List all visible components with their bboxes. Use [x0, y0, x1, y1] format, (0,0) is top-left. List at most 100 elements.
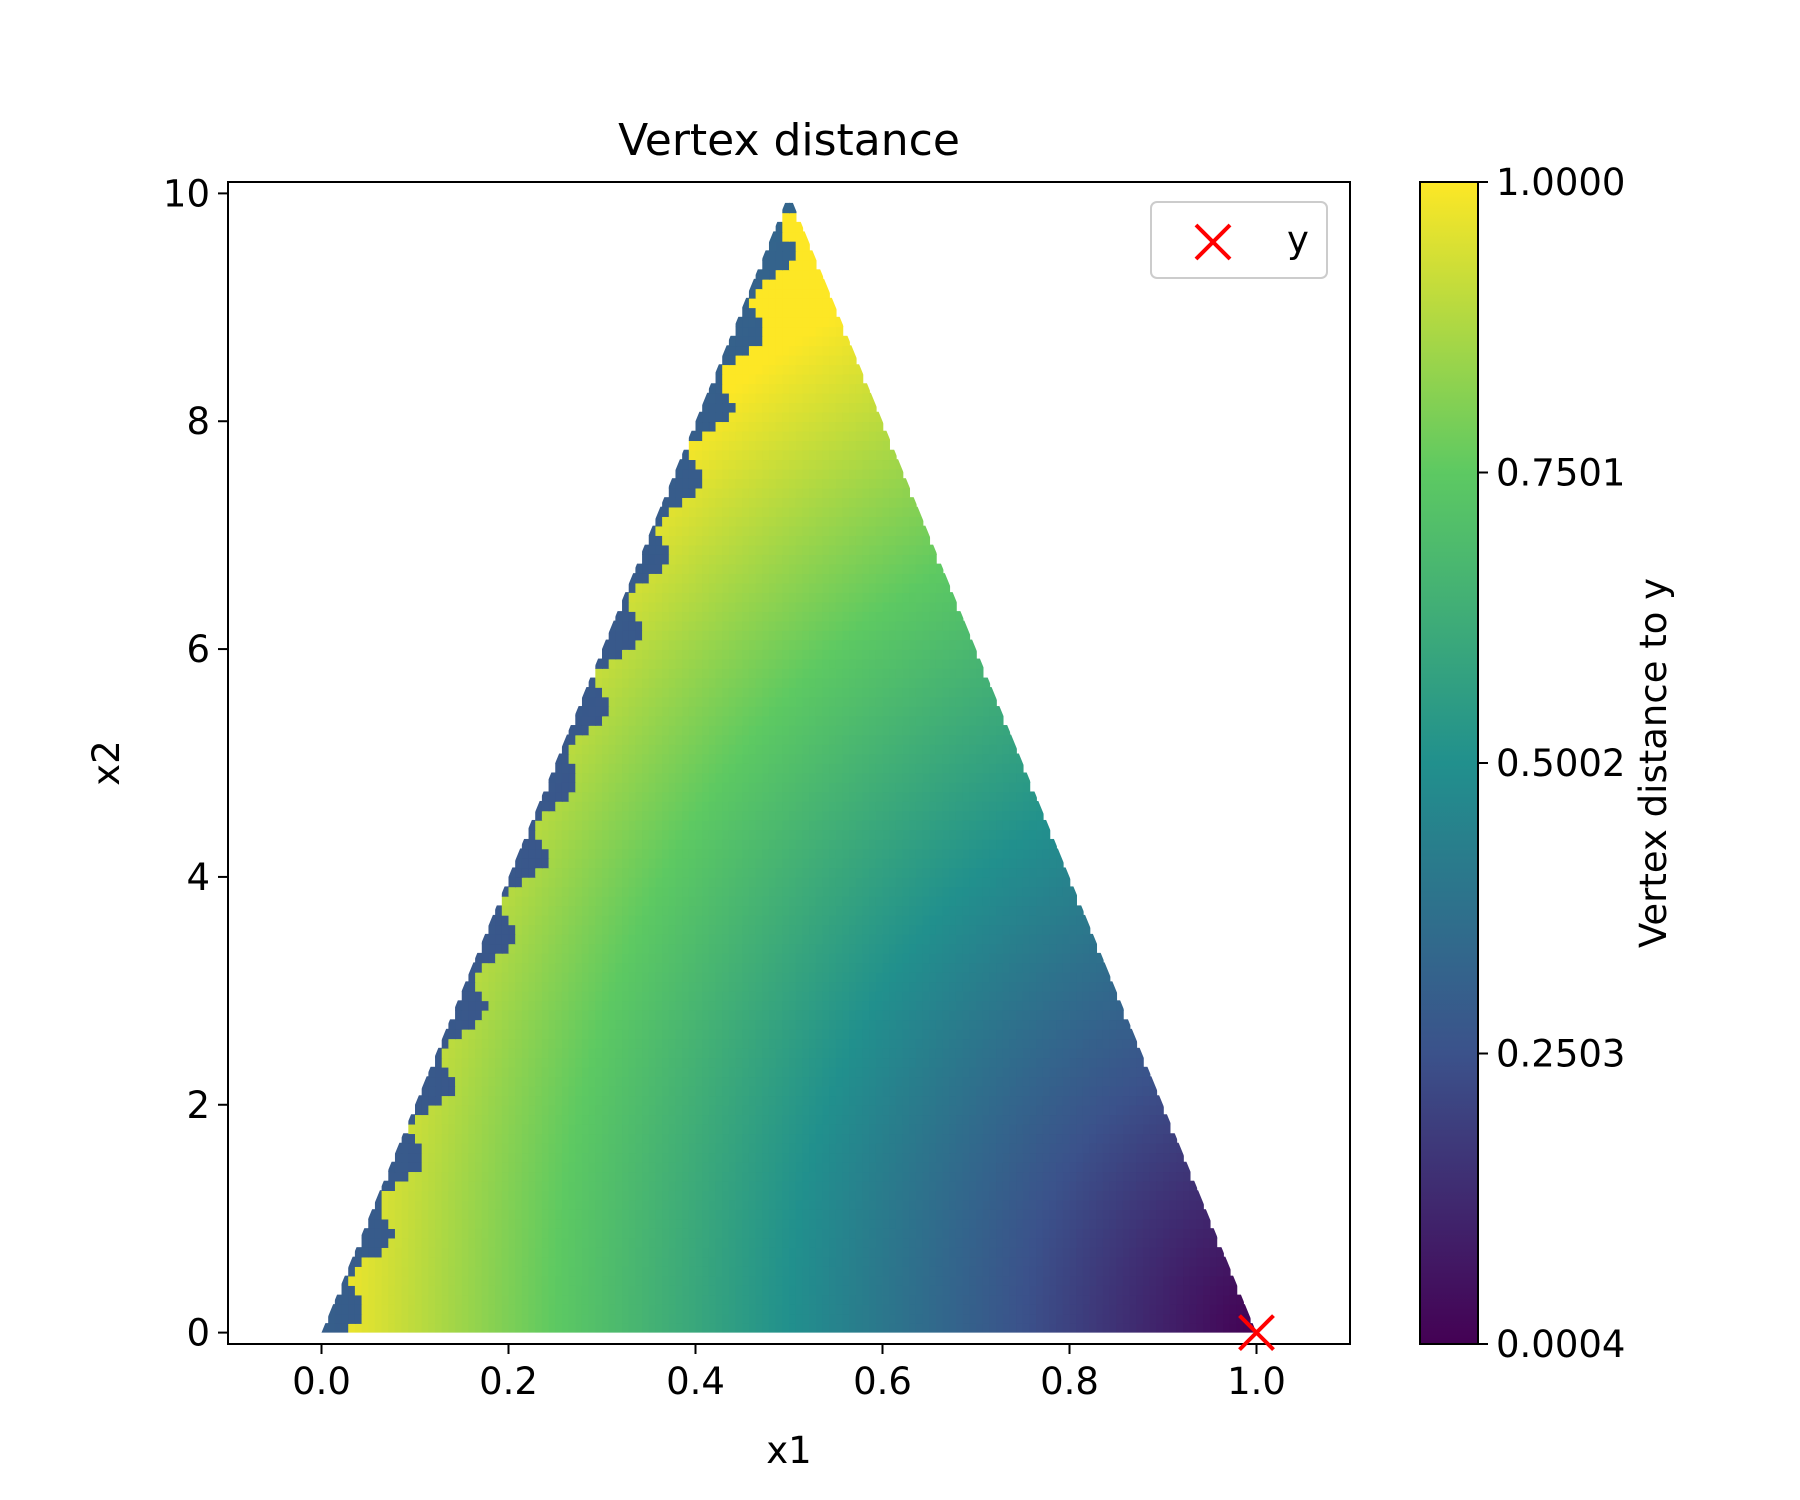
heatmap-cell: [1102, 1190, 1111, 1201]
heatmap-cell: [461, 1133, 470, 1144]
heatmap-cell: [1183, 1237, 1191, 1248]
heatmap-cell: [802, 981, 810, 992]
heatmap-cell: [728, 962, 737, 973]
heatmap-cell: [548, 1161, 557, 1173]
heatmap-cell: [1156, 1304, 1164, 1315]
heatmap-cell: [501, 1028, 510, 1040]
heatmap-cell: [909, 1123, 917, 1135]
heatmap-cell: [935, 981, 944, 992]
heatmap-cell: [435, 1133, 443, 1144]
heatmap-cell: [929, 1000, 937, 1011]
heatmap-cell: [1082, 1275, 1091, 1286]
heatmap-cell: [648, 1218, 657, 1229]
heatmap-cell: [1129, 1085, 1138, 1097]
heatmap-cell: [942, 1171, 951, 1182]
heatmap-cell: [849, 1171, 857, 1182]
heatmap-cell: [682, 1019, 690, 1030]
heatmap-cell: [635, 1095, 643, 1106]
heatmap-cell: [849, 1313, 857, 1324]
heatmap-cell: [1136, 1218, 1144, 1229]
heatmap-cell: [515, 924, 523, 935]
heatmap-cell: [1136, 1161, 1144, 1173]
heatmap-cell: [962, 1095, 971, 1106]
heatmap-cell: [929, 981, 937, 992]
heatmap-cell: [715, 1085, 724, 1097]
heatmap-cell: [702, 1133, 710, 1144]
heatmap-cell: [1002, 1085, 1011, 1097]
heatmap-cell: [401, 1237, 410, 1248]
heatmap-cell: [508, 1019, 516, 1030]
heatmap-cell: [815, 933, 824, 945]
heatmap-cell: [728, 1161, 737, 1173]
heatmap-cell: [842, 1095, 850, 1106]
heatmap-cell: [1042, 990, 1051, 1002]
heatmap-cell: [976, 1066, 984, 1078]
heatmap-cell: [929, 1199, 937, 1210]
heatmap-cell: [1042, 924, 1051, 935]
heatmap-cell: [722, 1304, 730, 1315]
heatmap-cell: [962, 1171, 971, 1182]
heatmap-cell: [895, 1190, 904, 1201]
heatmap-cell: [548, 1152, 557, 1163]
heatmap-cell: [1009, 1171, 1017, 1182]
heatmap-cell: [935, 1304, 944, 1315]
heatmap-cell: [521, 981, 530, 992]
heatmap-cell: [575, 1171, 583, 1182]
heatmap-cell: [1169, 1247, 1178, 1258]
heatmap-cell: [688, 1228, 697, 1239]
heatmap-cell: [909, 1114, 917, 1125]
heatmap-cell: [628, 1285, 637, 1296]
heatmap-cell: [1076, 1095, 1084, 1106]
heatmap-cell: [508, 1209, 516, 1220]
heatmap-cell: [535, 1076, 543, 1087]
heatmap-cell: [835, 1275, 844, 1286]
heatmap-cell: [495, 1275, 503, 1286]
heatmap-cell: [809, 1218, 817, 1229]
heatmap-cell: [588, 1209, 597, 1220]
heatmap-cell: [949, 1304, 957, 1315]
heatmap-cell: [1163, 1152, 1171, 1163]
heatmap-cell: [655, 1171, 663, 1182]
heatmap-cell: [561, 1275, 570, 1286]
heatmap-cell: [722, 1275, 730, 1286]
heatmap-cell: [748, 1028, 757, 1040]
heatmap-cell: [842, 914, 850, 926]
heatmap-cell: [481, 1190, 490, 1201]
heatmap-cell: [1122, 1294, 1131, 1305]
heatmap-cell: [728, 1028, 737, 1040]
heatmap-cell: [1049, 1275, 1057, 1286]
heatmap-cell: [495, 971, 503, 983]
heatmap-cell: [748, 1171, 757, 1182]
heatmap-cell: [428, 1133, 436, 1144]
heatmap-cell: [608, 1009, 617, 1021]
heatmap-cell: [915, 1171, 924, 1182]
heatmap-cell: [521, 1313, 530, 1324]
heatmap-cell: [548, 1114, 557, 1125]
heatmap-cell: [608, 1190, 617, 1201]
heatmap-cell: [548, 990, 557, 1002]
heatmap-cell: [1116, 1180, 1124, 1191]
heatmap-cell: [455, 1076, 463, 1087]
heatmap-cell: [475, 1047, 483, 1059]
chart-title: Vertex distance: [618, 115, 960, 166]
heatmap-cell: [795, 1323, 804, 1334]
heatmap-cell: [782, 1152, 790, 1163]
heatmap-cell: [615, 933, 623, 945]
heatmap-cell: [521, 1066, 530, 1078]
heatmap-cell: [561, 943, 570, 954]
heatmap-cell: [1122, 1313, 1131, 1324]
heatmap-cell: [822, 1019, 830, 1030]
heatmap-cell: [902, 943, 911, 954]
heatmap-cell: [929, 971, 937, 983]
heatmap-cell: [835, 962, 844, 973]
heatmap-cell: [515, 1152, 523, 1163]
heatmap-cell: [949, 1275, 957, 1286]
heatmap-cell: [728, 1114, 737, 1125]
heatmap-cell: [535, 962, 543, 973]
heatmap-cell: [969, 1085, 977, 1097]
heatmap-cell: [935, 1199, 944, 1210]
heatmap-cell: [949, 981, 957, 992]
heatmap-cell: [408, 1294, 416, 1305]
heatmap-cell: [1022, 1285, 1031, 1296]
heatmap-cell: [895, 962, 904, 973]
